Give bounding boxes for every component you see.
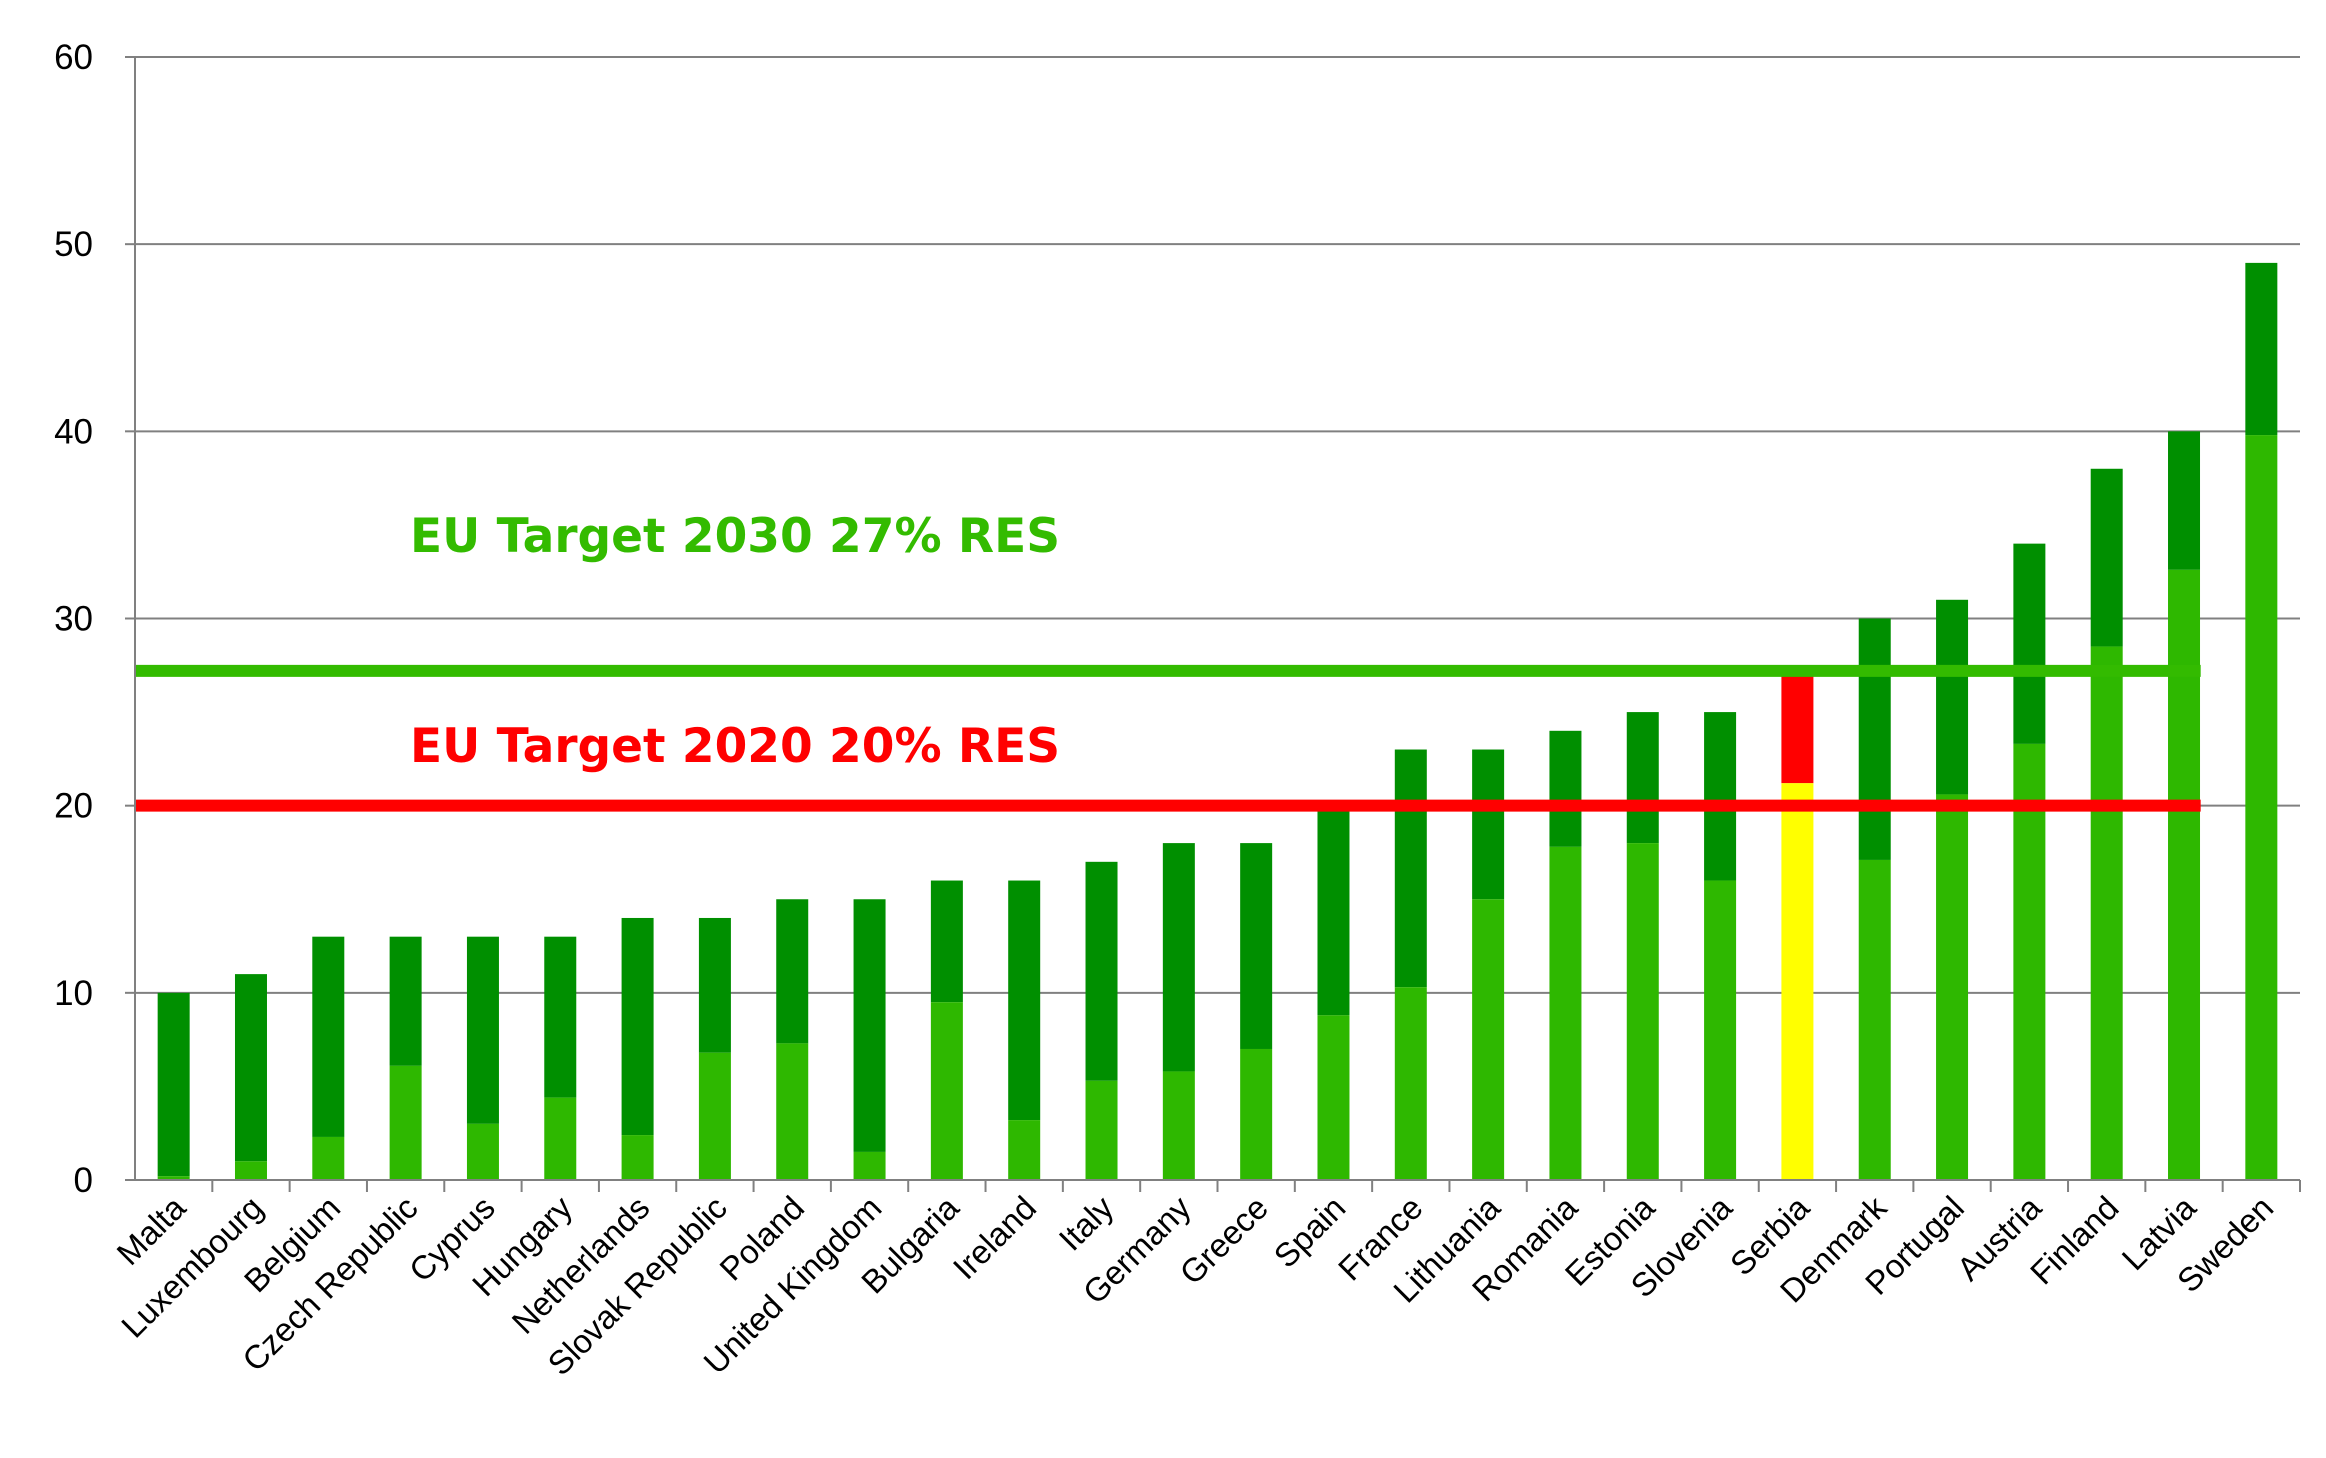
bar-base-segment [1626,843,1659,1180]
bar-target-segment [1008,880,1041,1121]
bar-base-segment [1085,1080,1118,1180]
y-tick-label: 10 [54,974,93,1013]
bar-target-segment [2090,468,2123,647]
bar-target-segment [312,936,345,1137]
bar-base-segment [2090,646,2123,1180]
bar-target-segment [1317,805,1350,1016]
bar-base-segment [312,1136,345,1180]
reference-lines: EU Target 2030 27% RES EU Target 2020 20%… [135,509,2201,812]
bar-target-segment [234,974,267,1162]
bar-base-segment [1549,846,1582,1180]
bar-base-segment [234,1161,267,1180]
bar-base-segment [930,1002,963,1180]
bar-base-segment [1781,783,1814,1180]
bar-target-segment [853,899,886,1152]
bar-target-segment [466,936,499,1124]
bar-target-segment [1240,843,1273,1049]
bar-base-segment [698,1052,731,1180]
bar-base-segment [157,1176,190,1180]
bar-base-segment [2245,435,2278,1180]
bar-base-segment [621,1135,654,1180]
bars [157,262,2278,1180]
bar-target-segment [1394,749,1427,988]
bar-target-segment [621,917,654,1136]
bar-base-segment [1858,859,1891,1180]
bar-base-segment [1240,1048,1273,1180]
bar-target-segment [1858,618,1891,860]
bar-target-segment [2013,543,2046,744]
bar-base-segment [776,1043,809,1180]
bar-target-segment [389,936,422,1066]
bar-target-segment [1162,843,1195,1072]
bar-base-segment [1317,1015,1350,1180]
x-category-label: Italy [1052,1188,1121,1257]
bar-base-segment [1162,1071,1195,1180]
bar-base-segment [1008,1120,1041,1180]
y-tick-label: 40 [54,412,93,451]
bar-base-segment [1704,880,1737,1180]
x-category-label: Finland [2023,1189,2126,1292]
y-tick-label: 0 [74,1161,93,1200]
bar-base-segment [2013,743,2046,1180]
bar-target-segment [930,880,963,1003]
bar-target-segment [698,917,731,1053]
reference-line-label: EU Target 2030 27% RES [410,509,1060,564]
bar-target-segment [776,899,809,1044]
bar-base-segment [389,1065,422,1180]
y-tick-label: 60 [54,38,93,77]
y-tick-label: 30 [54,600,93,639]
bar-target-segment [1549,730,1582,847]
bar-base-segment [853,1151,886,1180]
bar-target-segment [1704,712,1737,881]
bar-target-segment [1085,861,1118,1081]
bar-target-segment [157,992,190,1177]
bar-target-segment [1936,599,1969,795]
bar-target-segment [2168,431,2201,570]
bar-base-segment [544,1097,577,1180]
x-category-label: Greece [1172,1189,1275,1292]
y-tick-label: 50 [54,225,93,264]
y-tick-label: 20 [54,787,93,826]
x-category-label: Ireland [946,1189,1044,1287]
reference-line-label: EU Target 2020 20% RES [410,719,1060,774]
bar-target-segment [544,936,577,1098]
bar-target-segment [1626,712,1659,844]
bar-target-segment [1781,674,1814,784]
bar-base-segment [1394,987,1427,1180]
y-axis-ticks: 0 10 20 30 40 50 60 [54,38,135,1200]
axes [134,57,2301,1192]
bar-base-segment [1472,899,1505,1180]
bar-base-segment [466,1123,499,1180]
bar-base-segment [2168,569,2201,1180]
bar-target-segment [2245,262,2278,436]
bar-target-segment [1472,749,1505,900]
bar-base-segment [1936,794,1969,1180]
